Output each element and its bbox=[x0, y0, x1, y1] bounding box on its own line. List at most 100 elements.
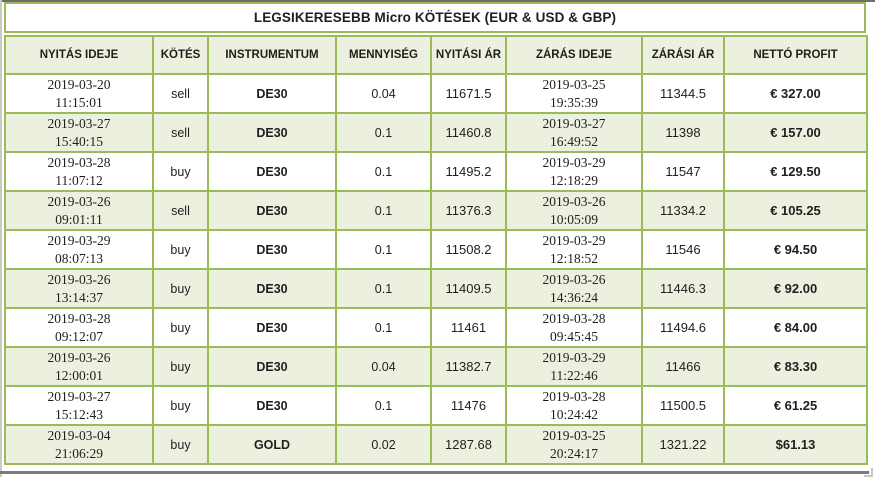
table-row: 2019-03-26 13:14:37 buy DE30 0.1 11409.5 2019-… bbox=[4, 268, 868, 309]
quantity-cell: 0.04 bbox=[335, 73, 432, 114]
side-cell: sell bbox=[152, 73, 209, 114]
side-cell: sell bbox=[152, 190, 209, 231]
instrument-cell: DE30 bbox=[207, 307, 337, 348]
side-cell: buy bbox=[152, 307, 209, 348]
quantity-cell: 0.02 bbox=[335, 424, 432, 465]
table-title-box: LEGSIKERESEBB Micro KÖTÉSEK (EUR & USD &… bbox=[4, 2, 866, 33]
net-profit-cell: € 61.25 bbox=[723, 385, 868, 426]
table-row: 2019-03-04 21:06:29 buy GOLD 0.02 1287.68 2019… bbox=[4, 424, 868, 465]
page-bottom-edge bbox=[0, 471, 869, 474]
page-top-edge bbox=[0, 0, 875, 2]
table-row: 2019-03-28 09:12:07 buy DE30 0.1 11461 2019-03… bbox=[4, 307, 868, 348]
close-time-cell: 2019-03-29 12:18:52 bbox=[505, 229, 643, 270]
close-time-cell: 2019-03-29 12:18:29 bbox=[505, 151, 643, 192]
quantity-cell: 0.1 bbox=[335, 385, 432, 426]
close-time-cell: 2019-03-26 10:05:09 bbox=[505, 190, 643, 231]
open-time-cell: 2019-03-26 13:14:37 bbox=[4, 268, 154, 309]
instrument-cell: DE30 bbox=[207, 229, 337, 270]
open-price-cell: 1287.68 bbox=[430, 424, 507, 465]
quantity-cell: 0.1 bbox=[335, 151, 432, 192]
open-price-cell: 11461 bbox=[430, 307, 507, 348]
side-cell: buy bbox=[152, 268, 209, 309]
side-cell: buy bbox=[152, 346, 209, 387]
corner-artifact bbox=[864, 468, 873, 477]
instrument-cell: DE30 bbox=[207, 112, 337, 153]
instrument-cell: DE30 bbox=[207, 346, 337, 387]
close-time-cell: 2019-03-25 20:24:17 bbox=[505, 424, 643, 465]
table-row: 2019-03-28 11:07:12 buy DE30 0.1 11495.2 2019-… bbox=[4, 151, 868, 192]
instrument-cell: GOLD bbox=[207, 424, 337, 465]
column-header-instrument: INSTRUMENTUM bbox=[207, 35, 337, 75]
open-time-cell: 2019-03-27 15:12:43 bbox=[4, 385, 154, 426]
side-cell: sell bbox=[152, 112, 209, 153]
open-time-cell: 2019-03-20 11:15:01 bbox=[4, 73, 154, 114]
open-time-cell: 2019-03-28 09:12:07 bbox=[4, 307, 154, 348]
trades-report: LEGSIKERESEBB Micro KÖTÉSEK (EUR & USD &… bbox=[4, 2, 868, 465]
quantity-cell: 0.1 bbox=[335, 112, 432, 153]
close-price-cell: 1321.22 bbox=[641, 424, 725, 465]
net-profit-cell: € 84.00 bbox=[723, 307, 868, 348]
quantity-cell: 0.04 bbox=[335, 346, 432, 387]
instrument-cell: DE30 bbox=[207, 385, 337, 426]
net-profit-cell: € 83.30 bbox=[723, 346, 868, 387]
column-header-close-price: ZÁRÁSI ÁR bbox=[641, 35, 725, 75]
table-row: 2019-03-27 15:40:15 sell DE30 0.1 11460.8 2019… bbox=[4, 112, 868, 153]
open-time-cell: 2019-03-29 08:07:13 bbox=[4, 229, 154, 270]
table-row: 2019-03-20 11:15:01 sell DE30 0.04 11671.5 201… bbox=[4, 73, 868, 114]
open-time-cell: 2019-03-26 09:01:11 bbox=[4, 190, 154, 231]
quantity-cell: 0.1 bbox=[335, 268, 432, 309]
open-time-cell: 2019-03-26 12:00:01 bbox=[4, 346, 154, 387]
net-profit-cell: € 92.00 bbox=[723, 268, 868, 309]
open-price-cell: 11495.2 bbox=[430, 151, 507, 192]
table-row: 2019-03-26 12:00:01 buy DE30 0.04 11382.7 2019… bbox=[4, 346, 868, 387]
open-price-cell: 11508.2 bbox=[430, 229, 507, 270]
close-price-cell: 11334.2 bbox=[641, 190, 725, 231]
open-time-cell: 2019-03-27 15:40:15 bbox=[4, 112, 154, 153]
close-time-cell: 2019-03-27 16:49:52 bbox=[505, 112, 643, 153]
side-cell: buy bbox=[152, 385, 209, 426]
close-price-cell: 11546 bbox=[641, 229, 725, 270]
quantity-cell: 0.1 bbox=[335, 307, 432, 348]
trades-table: NYITÁS IDEJE KÖTÉS INSTRUMENTUM MENNYISÉ… bbox=[4, 35, 868, 465]
close-time-cell: 2019-03-28 09:45:45 bbox=[505, 307, 643, 348]
trades-table-header: NYITÁS IDEJE KÖTÉS INSTRUMENTUM MENNYISÉ… bbox=[4, 35, 868, 75]
table-title: LEGSIKERESEBB Micro KÖTÉSEK (EUR & USD &… bbox=[253, 10, 617, 25]
open-price-cell: 11382.7 bbox=[430, 346, 507, 387]
close-time-cell: 2019-03-25 19:35:39 bbox=[505, 73, 643, 114]
net-profit-cell: € 94.50 bbox=[723, 229, 868, 270]
close-price-cell: 11466 bbox=[641, 346, 725, 387]
instrument-cell: DE30 bbox=[207, 73, 337, 114]
quantity-cell: 0.1 bbox=[335, 190, 432, 231]
close-price-cell: 11344.5 bbox=[641, 73, 725, 114]
column-header-quantity: MENNYISÉG bbox=[335, 35, 432, 75]
side-cell: buy bbox=[152, 229, 209, 270]
close-time-cell: 2019-03-28 10:24:42 bbox=[505, 385, 643, 426]
close-time-cell: 2019-03-29 11:22:46 bbox=[505, 346, 643, 387]
open-price-cell: 11460.8 bbox=[430, 112, 507, 153]
net-profit-cell: $61.13 bbox=[723, 424, 868, 465]
net-profit-cell: € 327.00 bbox=[723, 73, 868, 114]
close-price-cell: 11446.3 bbox=[641, 268, 725, 309]
column-header-open-price: NYITÁSI ÁR bbox=[430, 35, 507, 75]
column-header-side: KÖTÉS bbox=[152, 35, 209, 75]
side-cell: buy bbox=[152, 151, 209, 192]
close-price-cell: 11547 bbox=[641, 151, 725, 192]
quantity-cell: 0.1 bbox=[335, 229, 432, 270]
column-header-close-time: ZÁRÁS IDEJE bbox=[505, 35, 643, 75]
close-price-cell: 11500.5 bbox=[641, 385, 725, 426]
open-price-cell: 11376.3 bbox=[430, 190, 507, 231]
table-row: 2019-03-26 09:01:11 sell DE30 0.1 11376.3 2019… bbox=[4, 190, 868, 231]
open-price-cell: 11409.5 bbox=[430, 268, 507, 309]
open-price-cell: 11671.5 bbox=[430, 73, 507, 114]
table-row: 2019-03-27 15:12:43 buy DE30 0.1 11476 2019-03… bbox=[4, 385, 868, 426]
net-profit-cell: € 105.25 bbox=[723, 190, 868, 231]
instrument-cell: DE30 bbox=[207, 268, 337, 309]
net-profit-cell: € 157.00 bbox=[723, 112, 868, 153]
side-cell: buy bbox=[152, 424, 209, 465]
open-time-cell: 2019-03-04 21:06:29 bbox=[4, 424, 154, 465]
close-price-cell: 11494.6 bbox=[641, 307, 725, 348]
net-profit-cell: € 129.50 bbox=[723, 151, 868, 192]
close-time-cell: 2019-03-26 14:36:24 bbox=[505, 268, 643, 309]
close-price-cell: 11398 bbox=[641, 112, 725, 153]
table-row: 2019-03-29 08:07:13 buy DE30 0.1 11508.2 2019-… bbox=[4, 229, 868, 270]
